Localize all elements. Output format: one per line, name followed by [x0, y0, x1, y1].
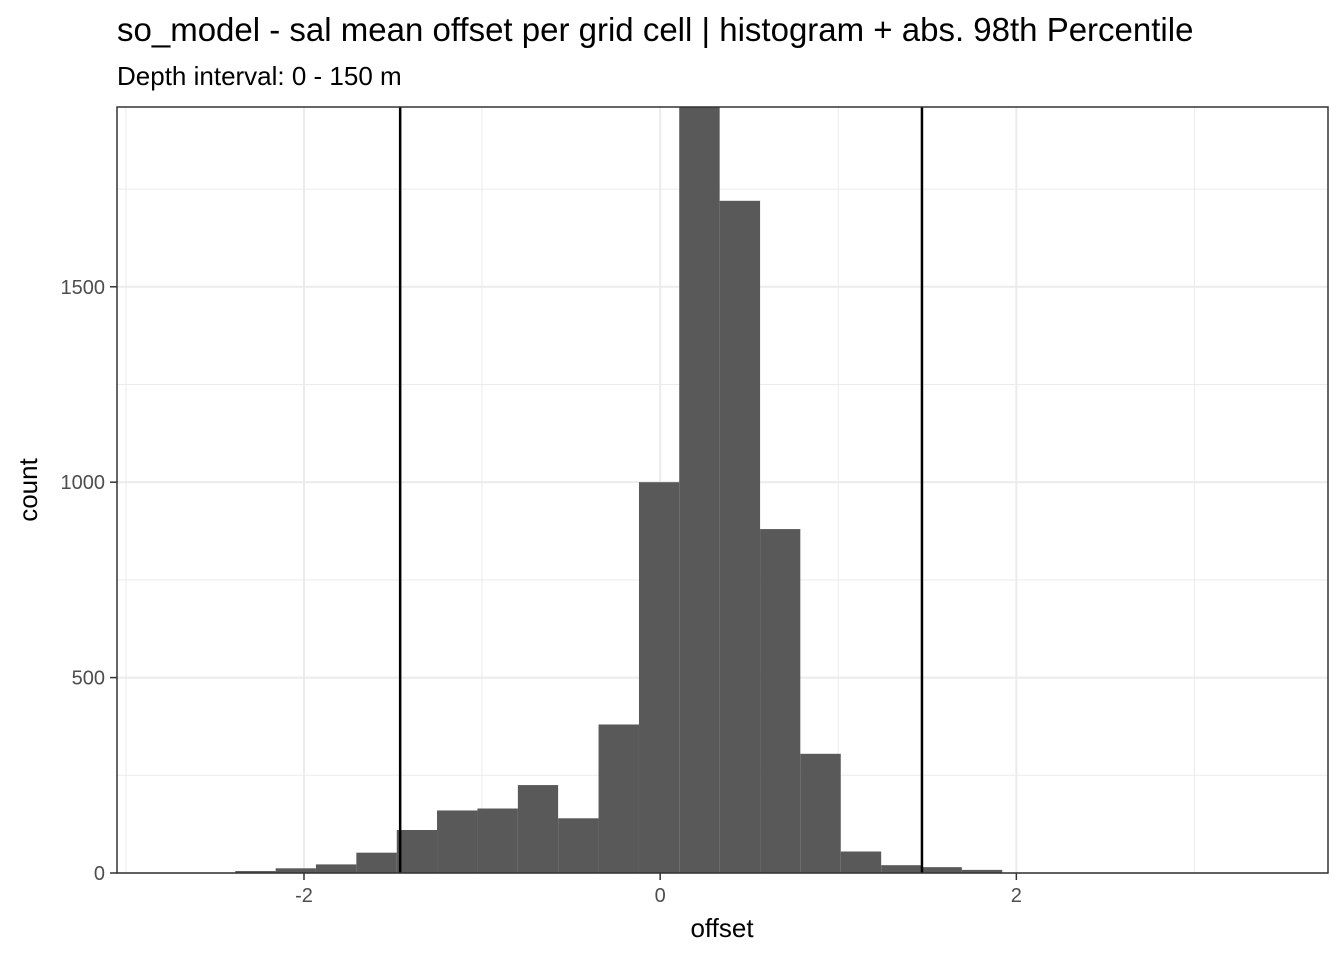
- histogram-bar: [881, 865, 922, 873]
- histogram-bar: [275, 868, 316, 873]
- y-tick-label: 1000: [61, 472, 106, 494]
- histogram-bar: [396, 830, 438, 873]
- y-axis-title: count: [13, 457, 43, 521]
- chart-subtitle: Depth interval: 0 - 150 m: [117, 61, 402, 91]
- histogram-bar: [517, 785, 559, 873]
- histogram-bar: [719, 200, 761, 874]
- histogram-bar: [840, 851, 882, 873]
- histogram-bars: [235, 107, 1003, 874]
- x-tick-label: 2: [1011, 885, 1022, 907]
- percentile-lines: [398, 107, 924, 873]
- chart-title: so_model - sal mean offset per grid cell…: [117, 11, 1193, 48]
- x-tick-label: 0: [655, 885, 666, 907]
- histogram-bar: [679, 107, 720, 873]
- y-axis: 0 500 1000 1500: [61, 277, 117, 885]
- histogram-bar: [961, 869, 1003, 873]
- histogram-bar: [477, 808, 518, 873]
- histogram-bar: [598, 724, 639, 873]
- y-tick-label: 500: [72, 668, 105, 690]
- histogram-bar: [235, 871, 276, 873]
- y-tick-label: 0: [94, 863, 105, 885]
- histogram-bar: [760, 529, 801, 873]
- histogram-bar: [921, 867, 962, 873]
- histogram-bar: [315, 864, 357, 873]
- x-tick-label: -2: [295, 885, 313, 907]
- histogram-bar: [356, 852, 397, 873]
- histogram-bar: [558, 818, 599, 873]
- y-tick-label: 1500: [61, 277, 106, 299]
- histogram-bar: [638, 482, 680, 873]
- histogram-bar: [437, 810, 478, 873]
- x-axis: -2 0 2: [295, 873, 1022, 907]
- plot-panel-border: [116, 106, 1329, 874]
- histogram-bar: [800, 753, 841, 873]
- x-axis-title: offset: [690, 913, 754, 943]
